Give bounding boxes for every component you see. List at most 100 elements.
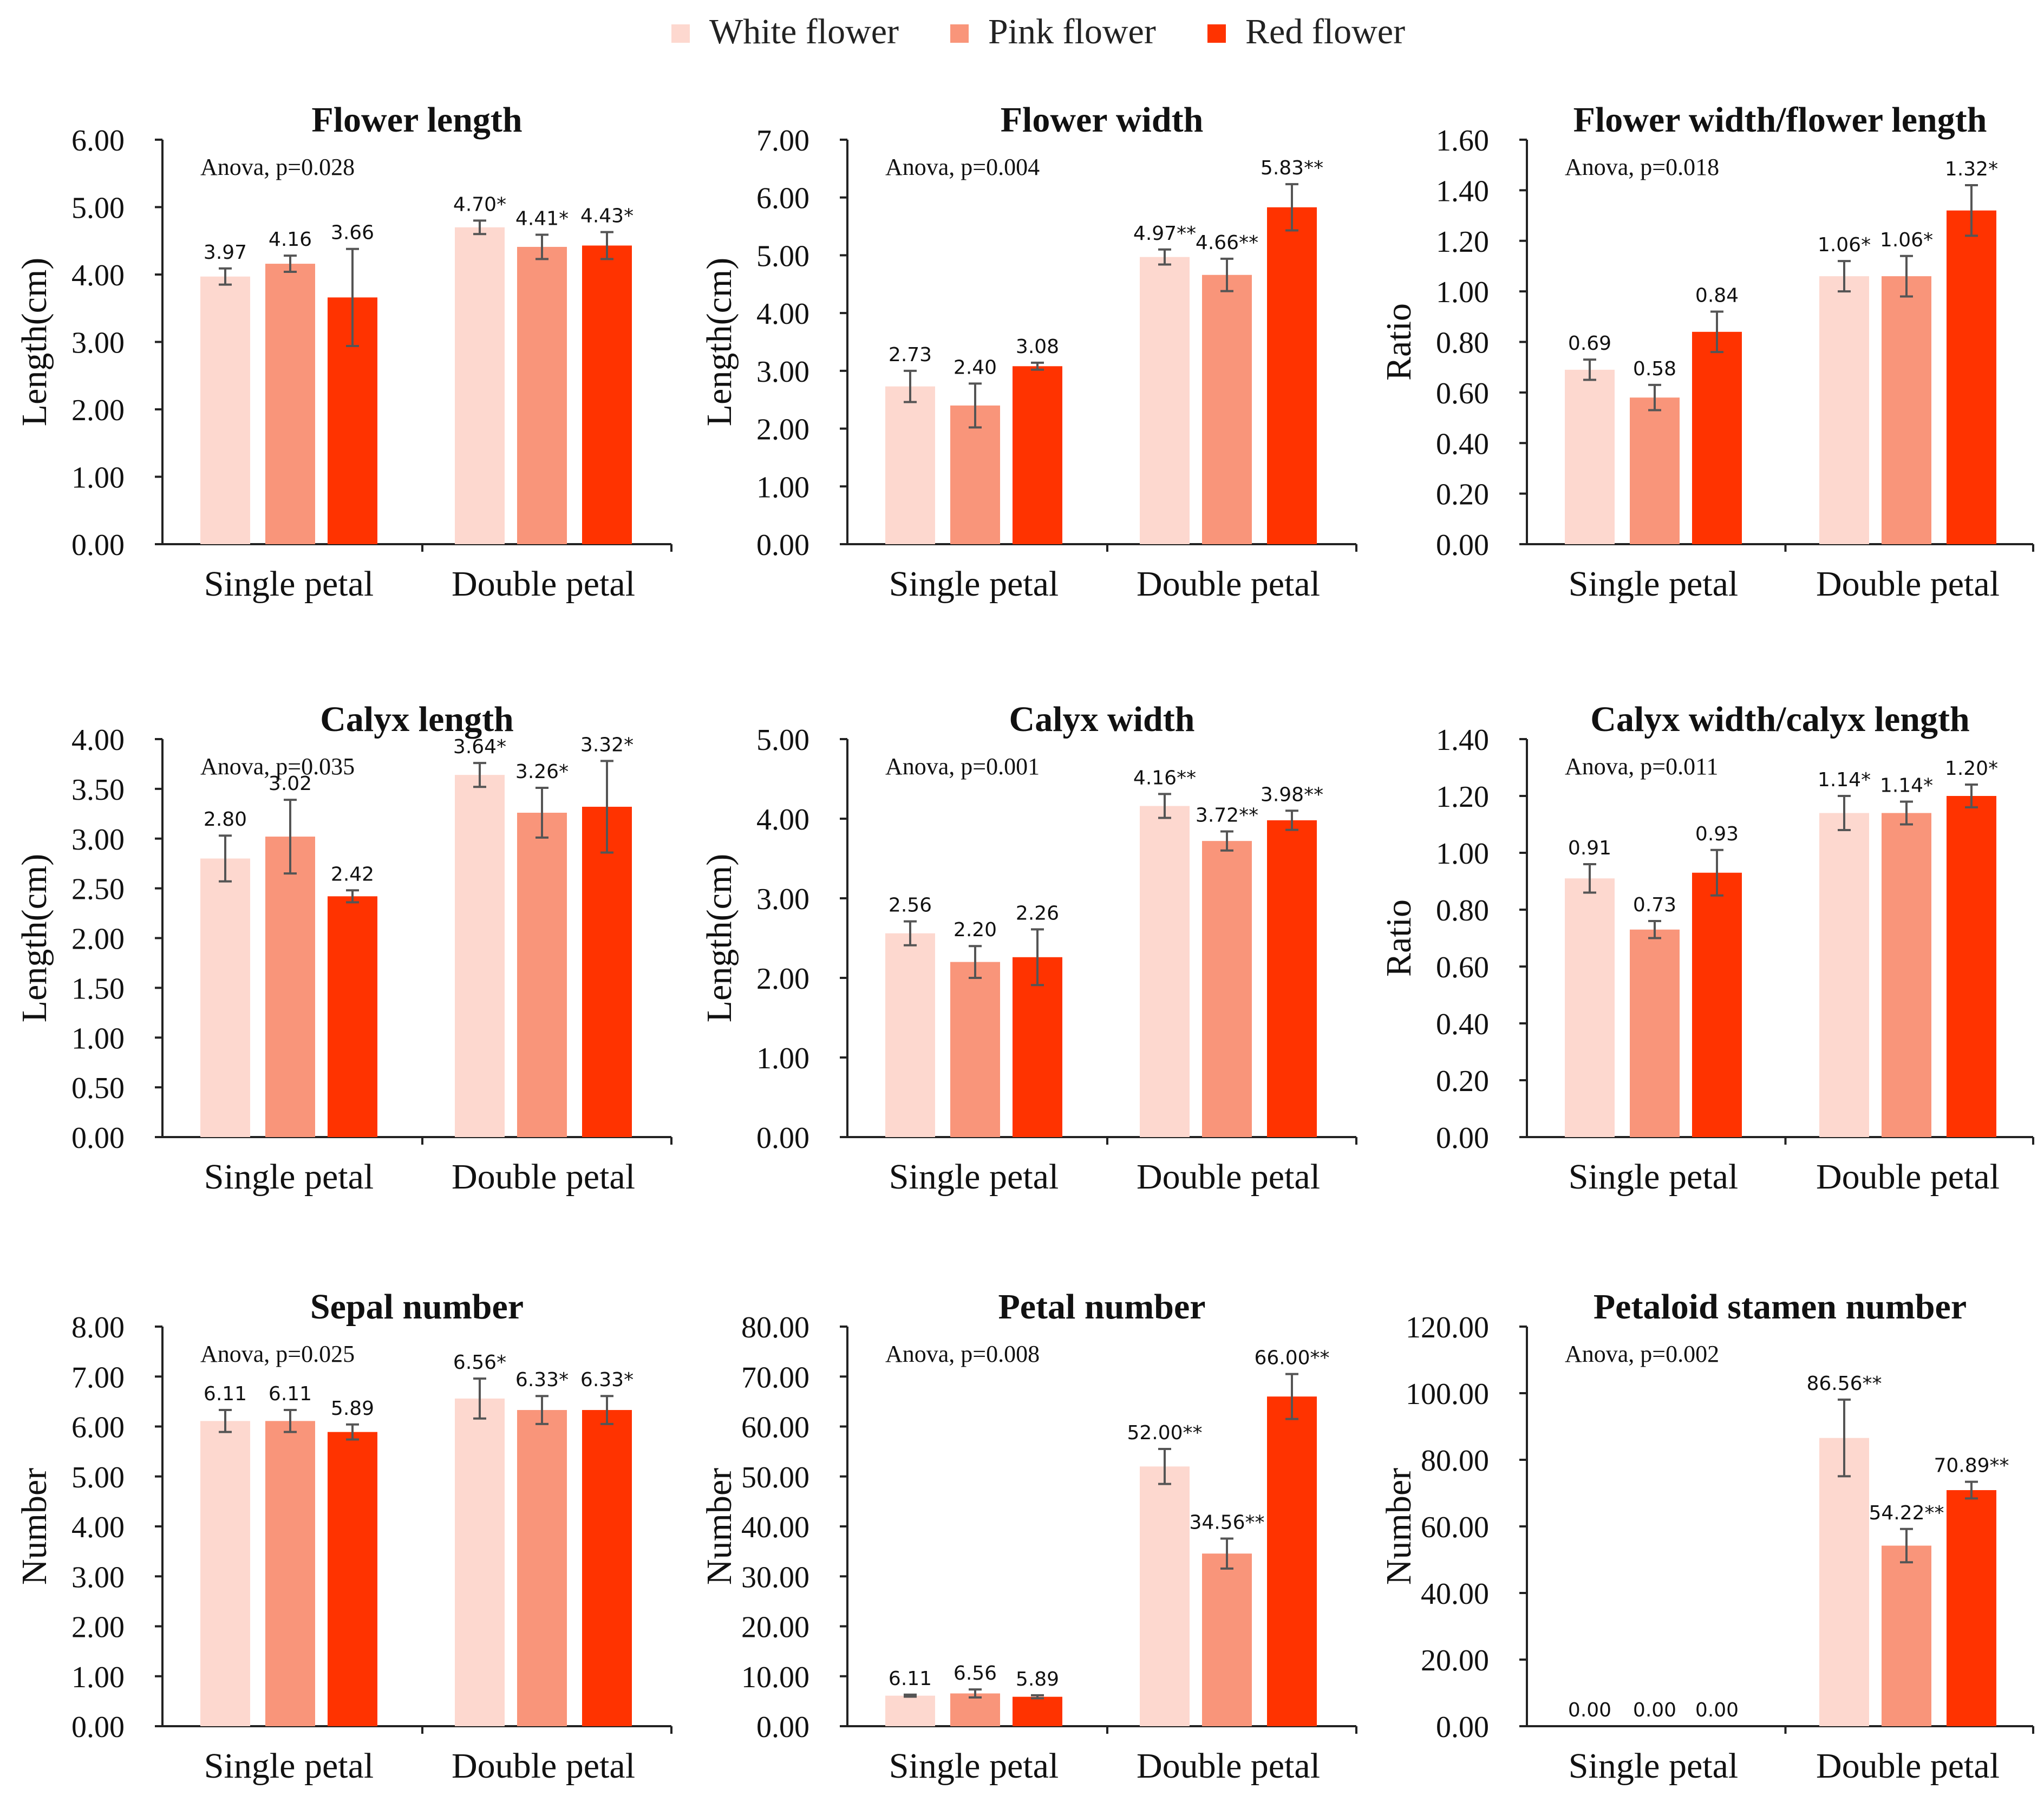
anova-label: Anova, p=0.011 [1565,753,1719,780]
category-label: Double petal [1816,1746,2000,1786]
bar-white-flower [1819,276,1869,544]
y-tick-label: 2.00 [71,923,125,956]
y-axis-label: Ratio [1379,899,1419,977]
y-tick-label: 4.00 [71,723,125,757]
bar-red-flower [582,245,632,545]
data-label: 0.93 [1695,823,1739,845]
data-label: 0.84 [1695,284,1739,306]
anova-label: Anova, p=0.035 [200,753,355,780]
data-label: 1.14* [1880,775,1933,797]
category-label: Double petal [452,1157,635,1197]
y-axis-label: Length(cm) [15,258,54,427]
bar-red-flower [1947,1490,1996,1726]
y-tick-label: 1.00 [71,461,125,495]
bar-white-flower [885,933,935,1137]
y-tick-label: 1.00 [756,1042,809,1075]
data-label: 4.97** [1133,223,1196,245]
anova-label: Anova, p=0.018 [1565,154,1719,180]
bar-red-flower [1013,1696,1062,1726]
chart-title: Flower length [311,100,522,140]
y-axis-label: Length(cm) [700,854,739,1023]
chart-title: Calyx length [320,700,514,739]
data-label: 6.11 [889,1668,932,1690]
y-tick-label: 0.20 [1436,1065,1489,1098]
legend-label-2: Red flower [1245,12,1405,51]
y-tick-label: 4.00 [756,297,809,331]
legend-swatch-1 [950,24,969,43]
data-label: 2.80 [204,808,247,831]
bar-pink-flower [265,264,315,545]
chart-panel-6: Sepal number Number 0.00 1.00 2.00 3.00 4.00 5.… [15,1287,672,1786]
bar-pink-flower [1202,841,1252,1137]
bar-red-flower [1692,331,1742,544]
bar-white-flower [200,1421,250,1726]
bar-red-flower [1947,796,1996,1137]
y-tick-label: 3.00 [71,327,125,360]
y-tick-label: 5.00 [756,723,809,757]
data-label: 4.70* [453,193,506,216]
data-label: 34.56** [1189,1512,1264,1534]
chart-title: Petaloid stamen number [1594,1287,1967,1327]
data-label: 6.56 [954,1662,997,1685]
data-label: 2.40 [954,356,997,378]
y-tick-label: 20.00 [741,1611,809,1644]
category-label: Single petal [204,1157,374,1197]
y-tick-label: 30.00 [741,1561,809,1594]
y-tick-label: 1.50 [71,972,125,1006]
bar-pink-flower [517,1410,567,1726]
data-label: 0.58 [1633,358,1676,380]
bar-pink-flower [265,837,315,1137]
y-tick-label: 100.00 [1406,1377,1489,1411]
bar-pink-flower [950,1693,1000,1726]
chart-panel-5: Calyx width/calyx length Ratio 0.00 0.20 0.4… [1379,700,2034,1197]
bar-pink-flower [1882,1545,1931,1726]
y-tick-label: 0.40 [1436,427,1489,461]
data-label: 2.20 [954,919,997,941]
data-label: 0.73 [1633,894,1676,916]
data-label: 4.43* [580,205,634,227]
y-tick-label: 60.00 [1421,1511,1489,1544]
data-label: 2.26 [1016,902,1059,924]
data-label: 3.98** [1261,784,1323,806]
y-tick-label: 4.00 [71,259,125,292]
y-tick-label: 0.40 [1436,1008,1489,1041]
category-label: Double petal [1137,1746,1320,1786]
bar-pink-flower [1202,275,1252,544]
category-label: Double petal [1816,564,2000,604]
category-label: Double petal [1137,1157,1320,1197]
data-label: 3.02 [269,773,312,795]
data-label: 3.32* [580,734,634,756]
category-label: Single petal [1569,564,1738,604]
bar-pink-flower [1202,1553,1252,1726]
y-axis-label: Number [15,1468,54,1585]
y-tick-label: 0.00 [71,1121,125,1155]
y-tick-label: 0.00 [71,528,125,562]
category-label: Single petal [889,564,1059,604]
bar-pink-flower [1630,397,1680,544]
legend: White flower Pink flower Red flower [671,12,1405,51]
data-label: 4.41* [515,208,569,230]
data-label: 5.83** [1261,157,1323,179]
chart-title: Flower width/flower length [1573,100,1987,140]
legend-swatch-2 [1207,24,1226,43]
anova-label: Anova, p=0.028 [200,154,355,180]
bar-red-flower [328,1432,377,1726]
bar-white-flower [885,386,935,544]
y-tick-label: 60.00 [741,1411,809,1445]
y-tick-label: 3.50 [71,773,125,807]
y-tick-label: 1.00 [71,1661,125,1694]
y-axis-label: Length(cm) [700,258,739,427]
y-tick-label: 0.00 [756,1121,809,1155]
bar-pink-flower [265,1421,315,1726]
chart-title: Sepal number [310,1287,524,1327]
y-tick-label: 2.00 [756,413,809,447]
category-label: Double petal [452,564,635,604]
data-label: 1.06* [1880,229,1933,251]
y-tick-label: 4.00 [756,803,809,837]
data-label: 3.64* [453,736,506,758]
bar-white-flower [1140,1466,1190,1726]
data-label: 2.56 [889,895,932,917]
bar-white-flower [1140,806,1190,1137]
y-axis-label: Number [700,1468,739,1585]
anova-label: Anova, p=0.008 [885,1341,1040,1367]
